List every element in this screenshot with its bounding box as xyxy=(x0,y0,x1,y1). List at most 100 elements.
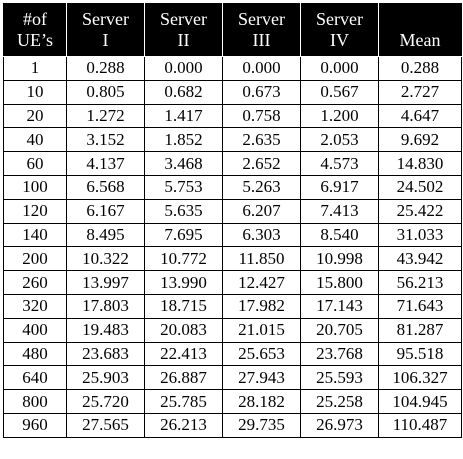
server-cell: 0.000 xyxy=(300,56,379,81)
server-cell: 6.303 xyxy=(222,222,301,248)
server-cell: 20.083 xyxy=(144,317,223,343)
table-row: 120 6.167 5.635 6.207 7.413 25.422 xyxy=(3,198,462,224)
ue-count-cell: 40 xyxy=(3,127,67,153)
mean-cell: 56.213 xyxy=(378,270,462,295)
server-cell: 7.413 xyxy=(300,198,379,224)
table-row: 60 4.137 3.468 2.652 4.573 14.830 xyxy=(3,151,462,176)
header-line: UE’s xyxy=(17,30,53,50)
ue-count-cell: 20 xyxy=(3,103,67,129)
server-cell: 23.768 xyxy=(300,341,379,367)
server-cell: 25.720 xyxy=(66,389,145,414)
server-cell: 2.635 xyxy=(222,127,301,153)
server-cell: 25.785 xyxy=(144,389,223,414)
table-row: 800 25.720 25.785 28.182 25.258 104.945 xyxy=(3,389,462,414)
server-cell: 25.653 xyxy=(222,341,301,367)
table-row: 480 23.683 22.413 25.653 23.768 95.518 xyxy=(3,341,462,367)
server-cell: 29.735 xyxy=(222,412,301,438)
header-server-4: Server IV xyxy=(300,3,379,57)
mean-cell: 110.487 xyxy=(378,412,462,438)
mean-cell: 14.830 xyxy=(378,151,462,176)
table-row: 400 19.483 20.083 21.015 20.705 81.287 xyxy=(3,317,462,343)
header-line: I xyxy=(102,30,109,50)
server-cell: 6.167 xyxy=(66,198,145,224)
ue-count-cell: 60 xyxy=(3,151,67,176)
server-cell: 0.758 xyxy=(222,103,301,129)
server-cell: 13.990 xyxy=(144,270,223,295)
server-cell: 6.568 xyxy=(66,174,145,200)
table-row: 260 13.997 13.990 12.427 15.800 56.213 xyxy=(3,270,462,295)
ue-count-cell: 260 xyxy=(3,270,67,295)
ue-count-cell: 320 xyxy=(3,293,67,319)
table-row: 320 17.803 18.715 17.982 17.143 71.643 xyxy=(3,293,462,319)
results-table: #of UE’s Server I Server II Server III S… xyxy=(3,3,462,438)
mean-cell: 4.647 xyxy=(378,103,462,129)
header-mean: Mean xyxy=(378,3,462,57)
server-cell: 1.417 xyxy=(144,103,223,129)
mean-cell: 9.692 xyxy=(378,127,462,153)
mean-cell: 71.643 xyxy=(378,293,462,319)
server-cell: 17.982 xyxy=(222,293,301,319)
header-line: Server xyxy=(82,9,129,29)
ue-count-cell: 120 xyxy=(3,198,67,224)
mean-cell: 43.942 xyxy=(378,246,462,272)
header-server-1: Server I xyxy=(66,3,145,57)
table-row: 1 0.288 0.000 0.000 0.000 0.288 xyxy=(3,56,462,81)
server-cell: 6.207 xyxy=(222,198,301,224)
server-cell: 0.673 xyxy=(222,79,301,105)
header-line: Mean xyxy=(399,30,441,50)
header-line: III xyxy=(252,30,271,50)
server-cell: 10.322 xyxy=(66,246,145,272)
server-cell: 0.682 xyxy=(144,79,223,105)
server-cell: 0.805 xyxy=(66,79,145,105)
table-row: 960 27.565 26.213 29.735 26.973 110.487 xyxy=(3,412,462,438)
server-cell: 1.272 xyxy=(66,103,145,129)
server-cell: 17.803 xyxy=(66,293,145,319)
mean-cell: 31.033 xyxy=(378,222,462,248)
header-line: #of xyxy=(23,9,47,29)
mean-cell: 106.327 xyxy=(378,365,462,391)
ue-count-cell: 960 xyxy=(3,412,67,438)
server-cell: 0.000 xyxy=(144,56,223,81)
server-cell: 0.000 xyxy=(222,56,301,81)
server-cell: 13.997 xyxy=(66,270,145,295)
server-cell: 6.917 xyxy=(300,174,379,200)
server-cell: 5.635 xyxy=(144,198,223,224)
table-row: 20 1.272 1.417 0.758 1.200 4.647 xyxy=(3,103,462,129)
server-cell: 27.943 xyxy=(222,365,301,391)
mean-cell: 95.518 xyxy=(378,341,462,367)
server-cell: 26.887 xyxy=(144,365,223,391)
server-cell: 3.152 xyxy=(66,127,145,153)
ue-count-cell: 480 xyxy=(3,341,67,367)
server-cell: 8.495 xyxy=(66,222,145,248)
server-cell: 25.903 xyxy=(66,365,145,391)
table-row: 100 6.568 5.753 5.263 6.917 24.502 xyxy=(3,174,462,200)
server-cell: 12.427 xyxy=(222,270,301,295)
server-cell: 17.143 xyxy=(300,293,379,319)
ue-count-cell: 400 xyxy=(3,317,67,343)
header-line: II xyxy=(177,30,190,50)
server-cell: 10.998 xyxy=(300,246,379,272)
ue-count-cell: 640 xyxy=(3,365,67,391)
server-cell: 0.288 xyxy=(66,56,145,81)
mean-cell: 104.945 xyxy=(378,389,462,414)
header-line: Server xyxy=(238,9,285,29)
server-cell: 22.413 xyxy=(144,341,223,367)
header-line: IV xyxy=(330,30,349,50)
server-cell: 19.483 xyxy=(66,317,145,343)
server-cell: 28.182 xyxy=(222,389,301,414)
mean-cell: 81.287 xyxy=(378,317,462,343)
server-cell: 26.973 xyxy=(300,412,379,438)
header-line: Server xyxy=(160,9,207,29)
mean-cell: 24.502 xyxy=(378,174,462,200)
table-row: 640 25.903 26.887 27.943 25.593 106.327 xyxy=(3,365,462,391)
server-cell: 0.567 xyxy=(300,79,379,105)
server-cell: 5.263 xyxy=(222,174,301,200)
mean-cell: 25.422 xyxy=(378,198,462,224)
header-line: Server xyxy=(316,9,363,29)
server-cell: 3.468 xyxy=(144,151,223,176)
server-cell: 25.258 xyxy=(300,389,379,414)
server-cell: 23.683 xyxy=(66,341,145,367)
server-cell: 25.593 xyxy=(300,365,379,391)
server-cell: 27.565 xyxy=(66,412,145,438)
header-row: #of UE’s Server I Server II Server III S… xyxy=(3,3,462,57)
